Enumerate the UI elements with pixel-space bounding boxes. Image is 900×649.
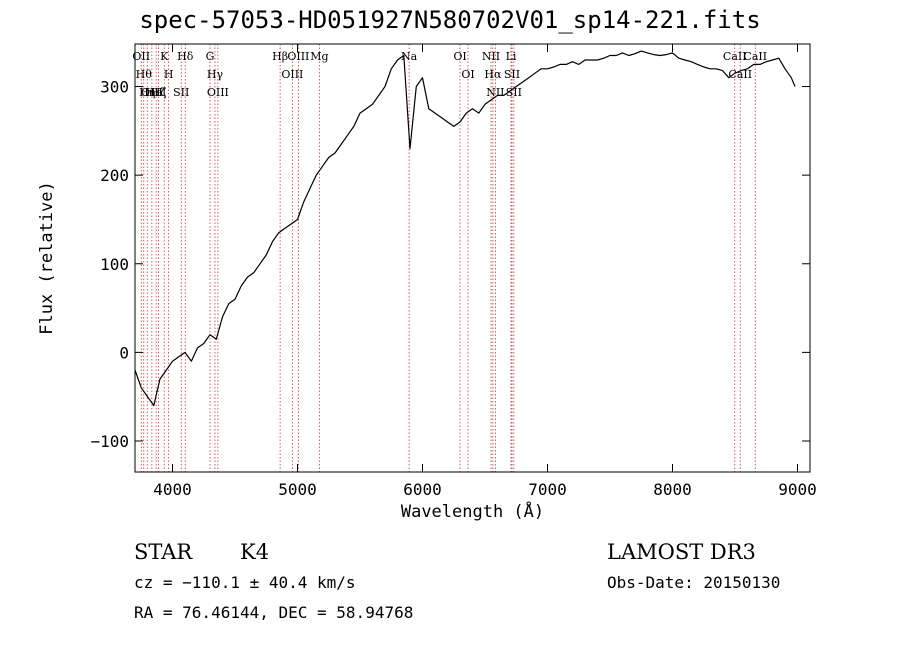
object-class: STAR (134, 540, 193, 564)
line-label-4: HeI (146, 86, 166, 99)
line-label-1: Hθ (136, 68, 153, 81)
line-label-0: OII (132, 50, 150, 63)
line-label-6: K (160, 50, 169, 63)
survey-name: LAMOST DR3 (607, 540, 756, 564)
line-label-5: Hζ (151, 86, 167, 99)
chart-title: spec-57053-HD051927N580702V01_sp14-221.f… (139, 6, 761, 34)
object-subclass: K4 (240, 540, 270, 564)
x-axis-label: Wavelength (Å) (401, 500, 544, 522)
plot-frame (134, 43, 811, 473)
line-label-24: SII (504, 68, 520, 81)
line-label-15: OIII (287, 50, 309, 63)
y-axis-label: Flux (relative) (37, 181, 57, 335)
line-label-14: OIII (281, 68, 303, 81)
line-label-7: H (164, 68, 174, 81)
y-tick-label-200: 200 (100, 166, 129, 185)
line-label-10: G (206, 50, 215, 63)
line-label-3: OIII (141, 86, 163, 99)
y-tick-label--100: −100 (90, 432, 129, 451)
line-label-25: SII (506, 86, 522, 99)
x-tick-label-6000: 6000 (403, 480, 442, 499)
y-tick-label-100: 100 (100, 255, 129, 274)
line-label-12: OIII (207, 86, 229, 99)
line-label-18: OI (453, 50, 466, 63)
line-label-17: Na (401, 50, 418, 63)
line-label-23: Li (506, 50, 517, 63)
line-label-16: Mg (310, 50, 328, 63)
x-tick-label-9000: 9000 (778, 480, 817, 499)
line-label-22: NII (486, 86, 504, 99)
line-label-8: SII (173, 86, 189, 99)
spectrum-line (134, 50, 796, 407)
line-label-2: Hη (139, 86, 155, 99)
line-label-13: Hβ (272, 50, 288, 63)
redshift-velocity: cz = −110.1 ± 40.4 km/s (134, 573, 356, 592)
line-label-28: CaII (743, 50, 767, 63)
line-label-27: CaII (728, 68, 752, 81)
line-label-20: NII (482, 50, 500, 63)
y-tick-label-300: 300 (100, 78, 129, 97)
coordinates: RA = 76.46144, DEC = 58.94768 (134, 603, 414, 622)
line-label-11: Hγ (207, 68, 224, 81)
x-tick-label-4000: 4000 (153, 480, 192, 499)
x-tick-label-8000: 8000 (653, 480, 692, 499)
x-tick-label-7000: 7000 (528, 480, 567, 499)
line-label-19: OI (461, 68, 474, 81)
line-label-9: Hδ (177, 50, 194, 63)
x-tick-label-5000: 5000 (278, 480, 317, 499)
y-tick-label-0: 0 (119, 343, 129, 362)
line-label-26: CaII (723, 50, 747, 63)
observation-date: Obs-Date: 20150130 (607, 573, 781, 592)
line-label-21: Hα (484, 68, 502, 81)
